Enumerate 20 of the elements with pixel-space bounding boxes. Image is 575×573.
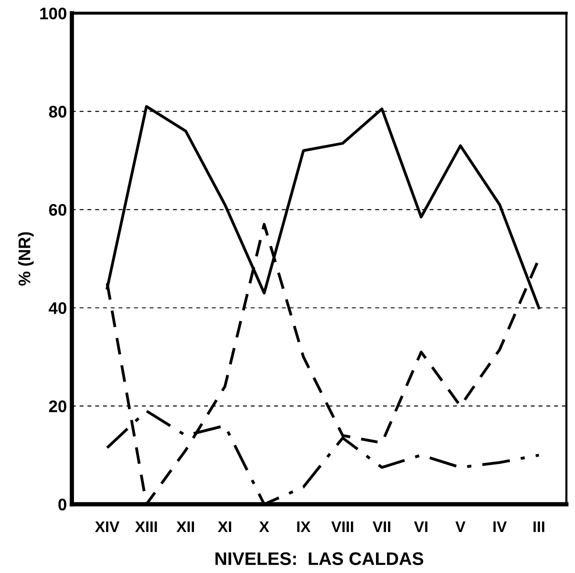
x-tick-label: X [259, 521, 270, 532]
x-tick-label: XII [176, 521, 194, 532]
x-tick-label: V [455, 521, 466, 532]
y-tick-label: 40 [48, 302, 66, 314]
x-tick-label: IX [297, 521, 311, 532]
x-tick-label: VIII [331, 521, 354, 532]
y-tick-label: 20 [49, 400, 66, 412]
x-tick-label: IV [493, 521, 507, 532]
x-tick-label: XI [218, 521, 232, 532]
x-axis-title: NIVELES: LAS CALDAS [216, 552, 424, 566]
x-tick-label: VII [372, 521, 390, 532]
x-tick-label: XIII [135, 521, 157, 532]
y-tick-label: 0 [58, 498, 66, 510]
x-tick-label: XIV [95, 521, 120, 532]
y-axis-title: % (NR) [18, 232, 34, 286]
x-tick-label: III [534, 521, 544, 532]
x-tick-label: VI [414, 521, 428, 532]
y-tick-label: 100 [40, 8, 66, 20]
y-tick-label: 60 [49, 204, 66, 216]
y-tick-label: 80 [49, 106, 66, 118]
